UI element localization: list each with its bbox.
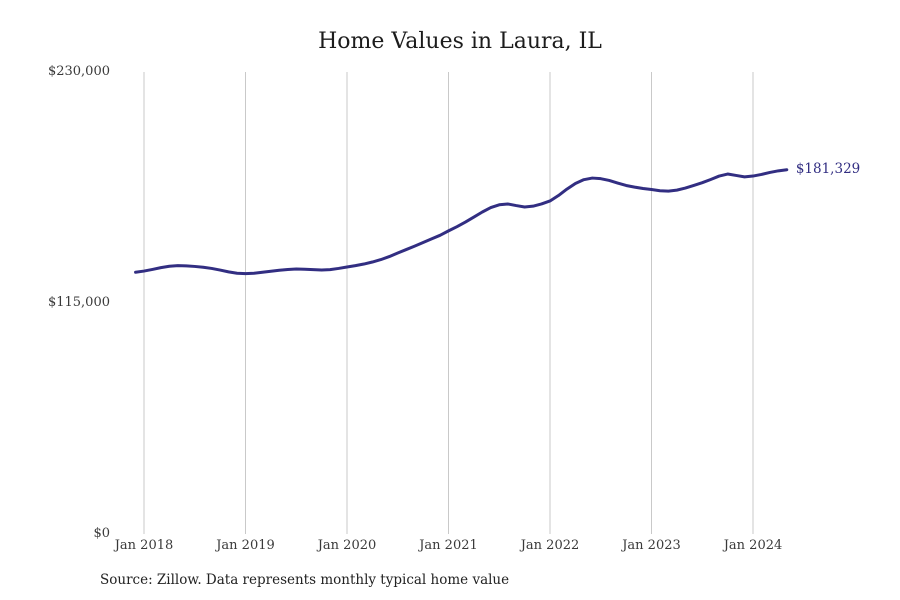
x-axis-tick-label: Jan 2023 (622, 538, 681, 553)
home-value-line (134, 168, 789, 276)
x-axis-tick-label: Jan 2024 (723, 538, 783, 553)
y-axis-tick-label: $230,000 (47, 64, 110, 79)
x-axis-tick-label: Jan 2020 (317, 538, 377, 553)
x-axis-tick-label: Jan 2019 (216, 538, 275, 553)
source-note: Source: Zillow. Data represents monthly … (100, 572, 510, 588)
x-axis-tick-label: Jan 2021 (419, 538, 478, 553)
y-axis-tick-label: $115,000 (47, 295, 110, 310)
chart-title: Home Values in Laura, IL (318, 29, 602, 54)
end-value-label: $181,329 (795, 161, 861, 178)
y-axis-tick-label: $0 (93, 526, 110, 541)
x-axis-tick-label: Jan 2022 (520, 538, 580, 553)
x-axis-tick-label: Jan 2018 (114, 538, 174, 553)
